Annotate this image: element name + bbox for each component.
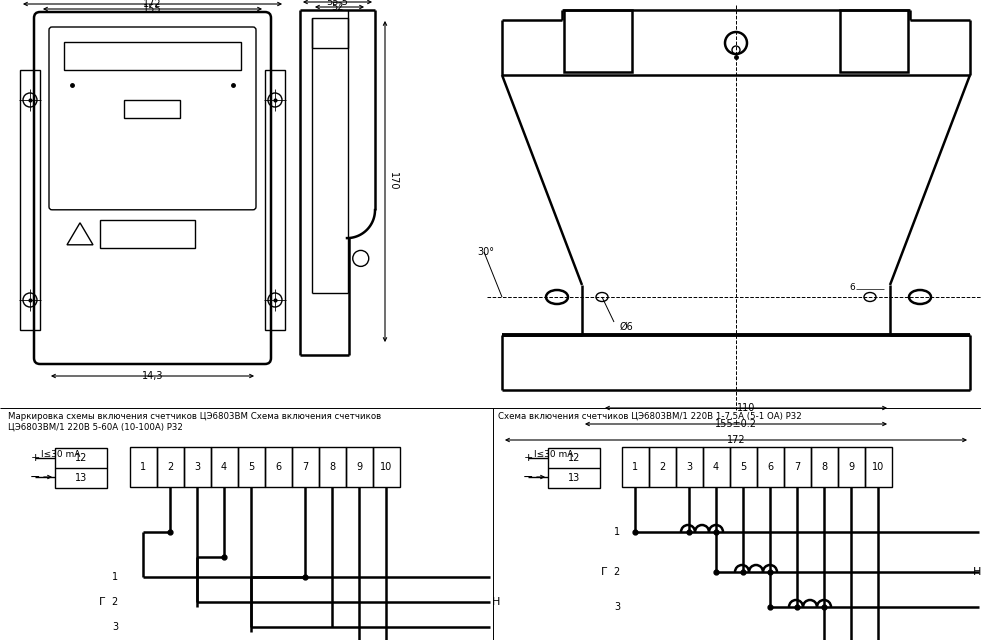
Bar [373,447,400,487]
Text: 2: 2 [167,462,173,472]
Text: 7: 7 [794,462,800,472]
Bar [838,447,865,487]
Bar [124,100,180,118]
Text: 172: 172 [143,0,162,9]
Text: 10: 10 [872,462,884,472]
Text: 3: 3 [686,462,692,472]
Text: 155±0.2: 155±0.2 [715,419,757,429]
Text: 5: 5 [740,462,747,472]
Text: Н: Н [972,567,981,577]
Bar [730,447,757,487]
Bar [840,10,908,72]
Bar [265,447,292,487]
Text: 13: 13 [568,473,580,483]
Text: 9: 9 [848,462,854,472]
Text: Н: Н [492,597,500,607]
Bar [811,447,838,487]
Text: 4: 4 [221,462,227,472]
Bar [157,447,184,487]
Text: 2: 2 [659,462,665,472]
Text: 6: 6 [275,462,282,472]
Text: Схема включения счетчиков ЦЭ6803ВМ/1 220В 1-7,5А (5-1 ОА) Р32: Схема включения счетчиков ЦЭ6803ВМ/1 220… [498,412,801,421]
Text: 14,3: 14,3 [141,371,163,381]
Text: 1: 1 [112,572,118,582]
Bar [622,447,649,487]
Text: 52: 52 [332,2,343,12]
Bar [55,448,107,488]
Bar [238,447,265,487]
Text: 170: 170 [388,172,398,191]
Text: 6: 6 [767,462,773,472]
Text: −: − [29,470,40,483]
Text: 3: 3 [112,622,118,632]
Bar [703,447,730,487]
Bar [865,447,892,487]
Bar [292,447,319,487]
Bar [564,10,632,72]
Text: 1: 1 [614,527,620,537]
Bar [64,42,241,70]
Bar [649,447,676,487]
Bar [20,70,40,330]
Bar [100,220,195,248]
Text: Маркировка схемы включения счетчиков ЦЭ6803ВМ Схема включения счетчиков
ЦЭ6803ВМ: Маркировка схемы включения счетчиков ЦЭ6… [8,412,382,431]
Bar [319,447,346,487]
Text: 9: 9 [356,462,362,472]
Bar [757,447,784,487]
Bar [312,18,348,48]
Text: 2: 2 [614,567,620,577]
Text: 110: 110 [737,403,755,413]
Text: Г: Г [99,597,106,607]
Bar [784,447,811,487]
Text: 8: 8 [329,462,336,472]
Text: 7: 7 [302,462,308,472]
Text: Г: Г [601,567,608,577]
Bar [211,447,238,487]
Text: 30°: 30° [477,247,494,257]
Text: 6: 6 [850,282,854,291]
Text: +: + [523,453,533,463]
Text: 1: 1 [632,462,638,472]
Text: +: + [30,453,39,463]
Text: 140‒0.6: 140‒0.6 [716,0,756,2]
Text: 1: 1 [140,462,146,472]
Bar [184,447,211,487]
Text: I≤30 mA: I≤30 mA [41,450,80,459]
Text: 55,5: 55,5 [327,0,348,7]
Text: 155: 155 [143,4,162,14]
Text: 12: 12 [75,453,87,463]
Text: 3: 3 [194,462,200,472]
Text: 10: 10 [380,462,392,472]
Text: −: − [523,470,534,483]
Text: I≤30 mA: I≤30 mA [534,450,573,459]
Text: 8: 8 [821,462,827,472]
Text: 13: 13 [75,473,87,483]
Text: 12: 12 [568,453,580,463]
Bar [548,448,600,488]
Text: 172: 172 [727,435,746,445]
Bar [265,70,285,330]
Bar [130,447,157,487]
Text: Ø6: Ø6 [620,322,634,332]
Text: 3: 3 [614,602,620,612]
Bar [676,447,703,487]
Bar [346,447,373,487]
Text: 5: 5 [248,462,254,472]
Text: 2: 2 [112,597,118,607]
Text: 4: 4 [713,462,719,472]
